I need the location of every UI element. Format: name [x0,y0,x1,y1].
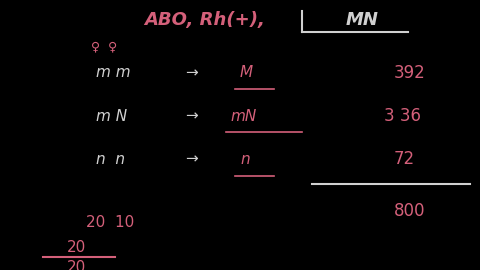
Text: ♀  ♀: ♀ ♀ [91,40,118,53]
Text: 20: 20 [67,260,86,270]
Text: →: → [186,65,198,80]
Text: 800: 800 [394,202,425,220]
Text: n: n [240,152,250,167]
Text: ABO, Rh(+),: ABO, Rh(+), [144,11,265,29]
Text: MN: MN [346,11,379,29]
Text: 20: 20 [67,239,86,255]
Text: →: → [186,152,198,167]
Text: 392: 392 [394,64,425,82]
Text: M: M [240,65,253,80]
Text: m N: m N [96,109,127,124]
Text: m m: m m [96,65,131,80]
Text: n  n: n n [96,152,125,167]
Text: 3 36: 3 36 [384,107,421,125]
Text: →: → [186,109,198,124]
Text: mN: mN [230,109,257,124]
Text: 72: 72 [394,150,415,168]
Text: 20  10: 20 10 [86,215,135,230]
